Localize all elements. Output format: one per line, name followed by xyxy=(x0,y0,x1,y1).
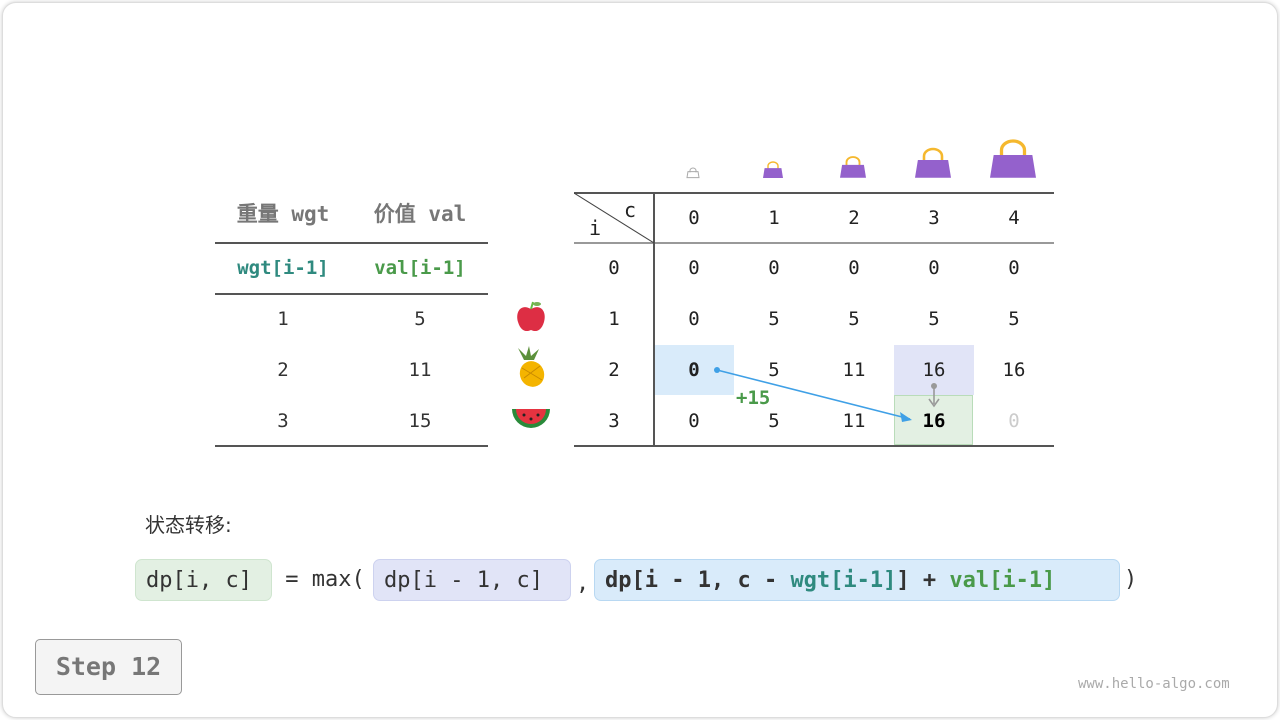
row-header: 3 xyxy=(608,410,620,432)
formula-close: ) xyxy=(1124,567,1138,592)
dp-cell: 16 xyxy=(1002,359,1026,381)
divider xyxy=(215,242,488,244)
formula-option-skip: dp[i - 1, c] xyxy=(373,559,571,601)
dp-cell: 11 xyxy=(842,410,866,432)
dp-cell: 0 xyxy=(848,257,860,279)
dp-cell: 16 xyxy=(922,359,946,381)
subheader-wgt: wgt[i-1] xyxy=(237,257,329,279)
pineapple-icon xyxy=(518,346,545,387)
dp-cell: 5 xyxy=(768,308,780,330)
bag-icon xyxy=(840,156,866,178)
dp-cell: 5 xyxy=(928,308,940,330)
dp-cell: 5 xyxy=(768,410,780,432)
dp-cell: 0 xyxy=(1008,410,1020,432)
val-cell: 15 xyxy=(408,410,432,432)
formula-option-take: dp[i - 1, c - wgt[i-1]] + val[i-1] xyxy=(594,559,1120,601)
bag-icon xyxy=(990,139,1036,178)
dp-cell: 0 xyxy=(928,257,940,279)
highlight-source-cell xyxy=(654,345,734,395)
header-wgt: 重量 wgt xyxy=(236,202,330,226)
corner-c: c xyxy=(624,198,637,222)
col-header: 4 xyxy=(1008,207,1020,229)
dp-cell: 0 xyxy=(688,410,700,432)
divider xyxy=(574,445,1054,447)
divider xyxy=(574,242,1054,244)
col-header: 1 xyxy=(768,207,780,229)
divider xyxy=(653,193,655,446)
formula-comma: , xyxy=(576,571,590,596)
subheader-val: val[i-1] xyxy=(374,257,466,279)
step-button[interactable]: Step 12 xyxy=(35,639,182,695)
divider xyxy=(215,293,488,295)
formula-take-b: ] + xyxy=(896,568,950,593)
dp-cell: 5 xyxy=(768,359,780,381)
plus-value-annotation: +15 xyxy=(736,387,771,409)
arrowhead xyxy=(928,398,940,408)
header-val: 价值 val xyxy=(373,202,467,226)
dp-cell: 0 xyxy=(688,359,700,381)
row-header: 0 xyxy=(608,257,620,279)
corner-i: i xyxy=(589,216,602,240)
apple-icon xyxy=(517,301,545,332)
col-header: 2 xyxy=(848,207,860,229)
section-label: 状态转移: xyxy=(145,513,232,537)
formula-take-a: dp[i - 1, c - xyxy=(605,568,791,593)
row-header: 1 xyxy=(608,308,620,330)
dp-cell: 5 xyxy=(1008,308,1020,330)
col-header: 3 xyxy=(928,207,940,229)
bag-icon xyxy=(915,147,951,178)
wgt-cell: 3 xyxy=(277,410,289,432)
corner-diagonal xyxy=(574,193,654,243)
dp-cell: 11 xyxy=(842,359,866,381)
formula-val: val[i-1] xyxy=(949,568,1056,593)
bag-icon xyxy=(763,161,783,178)
divider xyxy=(215,445,488,447)
formula-max: = max( xyxy=(272,567,365,592)
dp-cell: 0 xyxy=(688,257,700,279)
col-header: 0 xyxy=(688,207,700,229)
val-cell: 5 xyxy=(414,308,426,330)
arrow-take-item xyxy=(716,369,911,420)
formula-wgt: wgt[i-1] xyxy=(790,568,897,593)
wgt-cell: 2 xyxy=(277,359,289,381)
dp-cell: 0 xyxy=(688,308,700,330)
row-header: 2 xyxy=(608,359,620,381)
val-cell: 11 xyxy=(408,359,432,381)
wgt-cell: 1 xyxy=(277,308,289,330)
watermark: www.hello-algo.com xyxy=(1078,676,1230,692)
dp-cell: 0 xyxy=(1008,257,1020,279)
bag-icon xyxy=(686,167,700,179)
dp-cell: 16 xyxy=(922,410,946,432)
dp-cell: 0 xyxy=(768,257,780,279)
divider xyxy=(574,192,1054,194)
watermelon-icon xyxy=(512,409,550,428)
dp-cell: 5 xyxy=(848,308,860,330)
arrowhead xyxy=(900,412,912,422)
formula-lhs: dp[i, c] xyxy=(135,559,272,601)
